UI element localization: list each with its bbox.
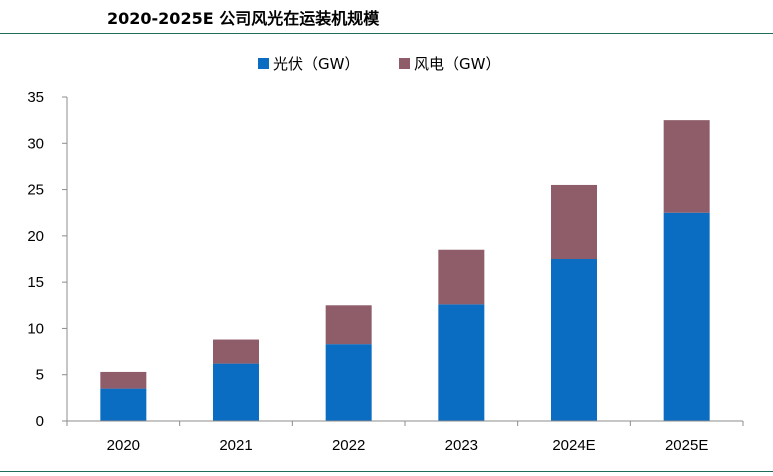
y-tick-label: 35 bbox=[27, 89, 44, 106]
legend-label-wind: 风电（GW） bbox=[414, 55, 500, 73]
title-divider bbox=[0, 33, 773, 34]
y-tick-label: 25 bbox=[27, 182, 44, 199]
legend-swatch-wind bbox=[399, 58, 410, 69]
bar-solar-2021 bbox=[213, 363, 259, 421]
y-tick-label: 10 bbox=[27, 320, 44, 337]
bar-wind-2020 bbox=[100, 371, 147, 389]
legend-swatch-solar bbox=[258, 58, 269, 69]
y-tick-label: 30 bbox=[27, 135, 44, 152]
x-tick-label: 2025E bbox=[665, 437, 708, 454]
bar-wind-2022 bbox=[325, 305, 372, 345]
bar-solar-2022 bbox=[325, 344, 372, 421]
y-tick-label: 5 bbox=[36, 367, 44, 384]
x-tick-label: 2020 bbox=[107, 437, 140, 454]
bar-solar-2024e bbox=[551, 259, 597, 421]
x-axis: 2020 2021 2022 2023 2024E 2025E bbox=[66, 420, 744, 454]
bar-solar-2025e bbox=[663, 212, 710, 421]
chart-title: 2020-2025E 公司风光在运装机规模 bbox=[107, 9, 380, 28]
y-axis: 0 5 10 15 20 25 30 35 bbox=[27, 89, 68, 430]
bar-solar-2020 bbox=[100, 388, 147, 421]
x-tick-label: 2023 bbox=[445, 437, 478, 454]
bar-wind-2021 bbox=[213, 339, 259, 364]
bar-wind-2025e bbox=[663, 120, 710, 213]
bar-wind-2023 bbox=[438, 249, 485, 305]
bar-solar-2023 bbox=[438, 304, 485, 421]
y-tick-label: 15 bbox=[27, 274, 44, 291]
x-tick-label: 2024E bbox=[552, 437, 595, 454]
legend-label-solar: 光伏（GW） bbox=[273, 55, 359, 73]
x-tick-label: 2021 bbox=[219, 437, 252, 454]
y-tick-label: 20 bbox=[27, 228, 44, 245]
bars bbox=[100, 120, 710, 421]
bottom-divider bbox=[0, 471, 773, 472]
y-tick-label: 0 bbox=[36, 413, 44, 430]
x-tick-label: 2022 bbox=[332, 437, 365, 454]
legend: 光伏（GW） 风电（GW） bbox=[258, 55, 500, 73]
bar-wind-2024e bbox=[551, 184, 597, 259]
